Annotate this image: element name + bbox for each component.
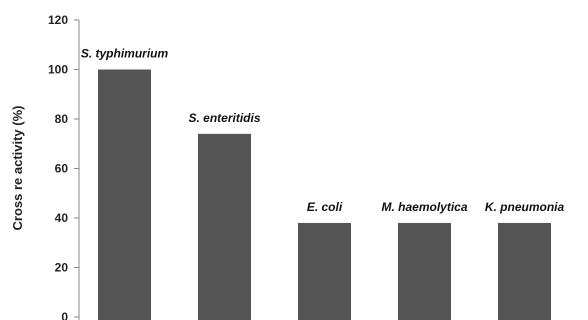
y-axis-ticks: 0 20 40 60 80 100 120 <box>48 13 79 320</box>
y-axis-label: Cross re activity (%) <box>10 106 25 231</box>
bar-0 <box>98 69 151 320</box>
bar-2 <box>298 222 351 320</box>
y-tick-label-6: 120 <box>48 13 68 27</box>
bar-label-4: K. pneumonia <box>485 200 565 214</box>
y-tick-label-5: 100 <box>48 63 68 77</box>
bar-1 <box>198 133 251 320</box>
bar-label-3: M. haemolytica <box>381 200 467 214</box>
bar-label-2: E. coli <box>307 200 343 214</box>
y-tick-label-0: 0 <box>61 310 68 320</box>
data-labels: S. typhimurium S. enteritidis E. coli M. ha… <box>81 47 565 214</box>
bar-4 <box>498 222 551 320</box>
bars <box>98 69 551 320</box>
y-tick-label-3: 60 <box>55 162 69 176</box>
bar-3 <box>398 222 451 320</box>
y-tick-label-1: 20 <box>55 261 69 275</box>
bar-label-1: S. enteritidis <box>188 111 260 125</box>
y-tick-label-4: 80 <box>55 112 69 126</box>
y-tick-label-2: 40 <box>55 211 69 225</box>
bar-label-0: S. typhimurium <box>81 47 169 61</box>
